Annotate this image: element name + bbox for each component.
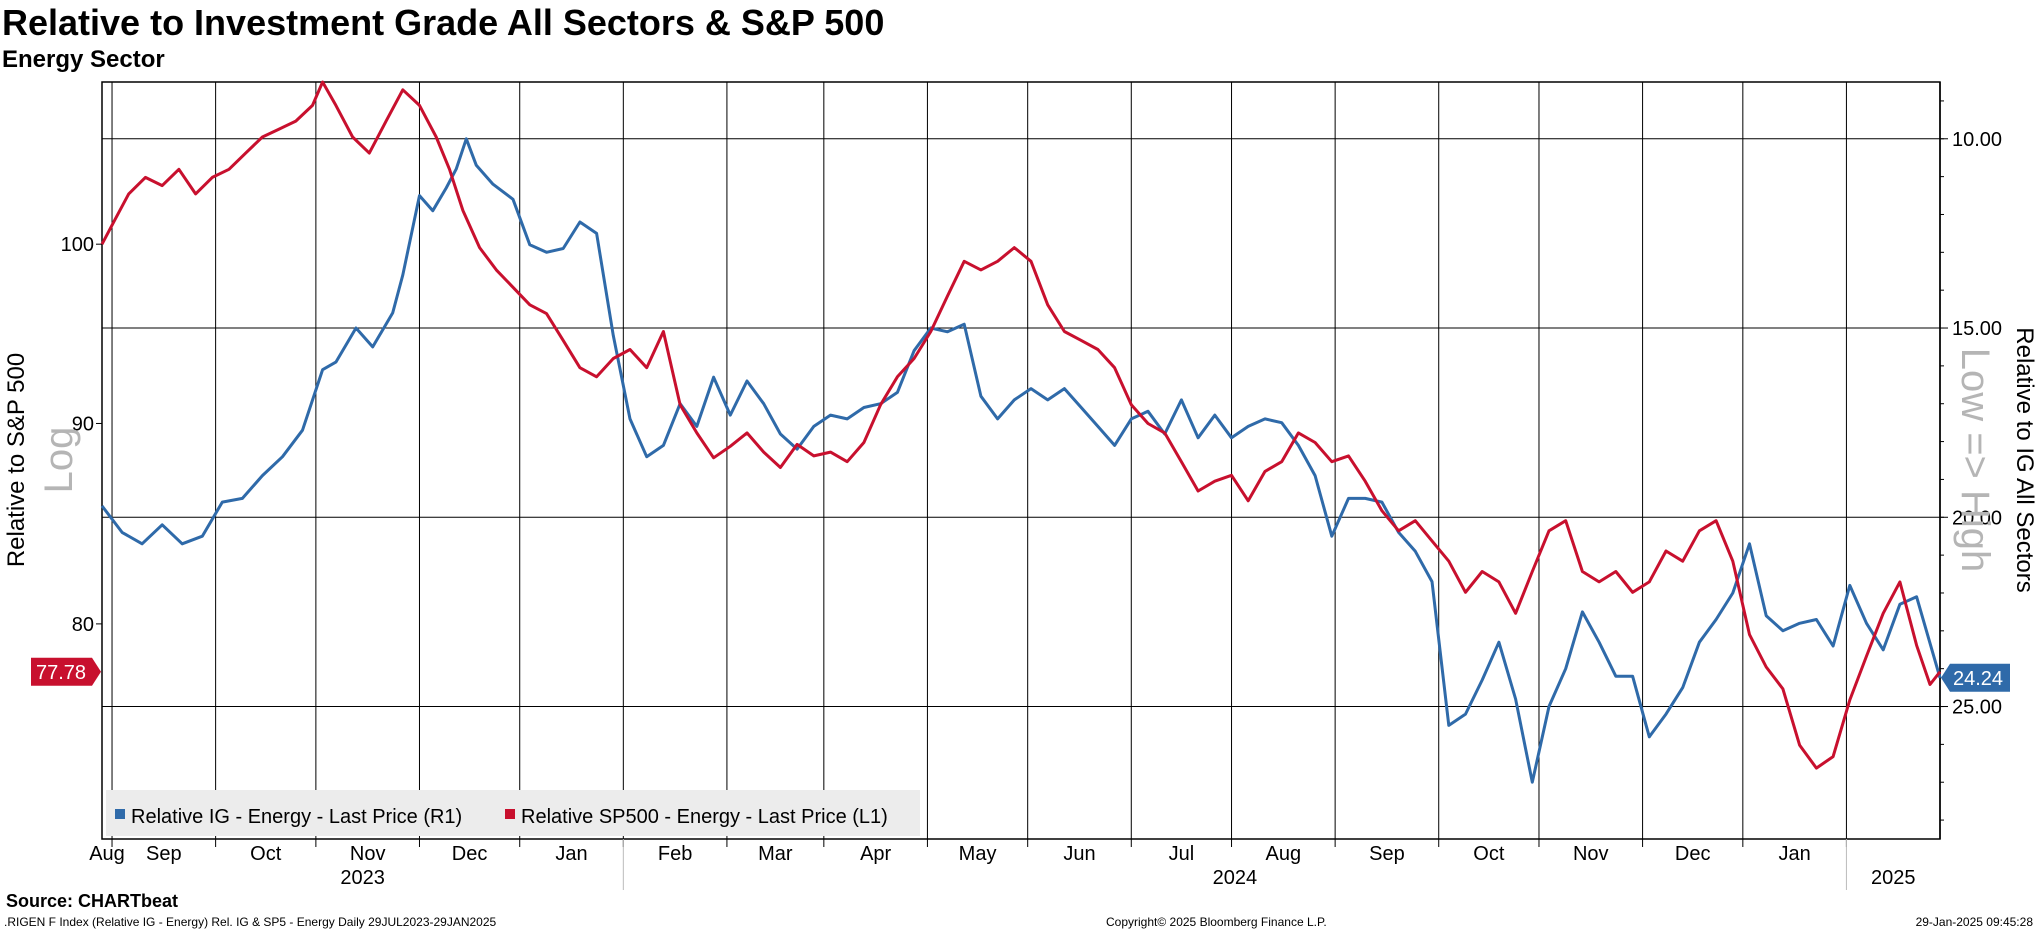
right-axis-scale-note: Low => High <box>1953 348 1997 573</box>
left-tick-label: 80 <box>72 614 94 636</box>
line-chart: 10.00 15.00 20.00 25.00 80 90 100 Aug Sep Oct No… <box>3 80 2038 890</box>
legend: Relative IG - Energy - Last Price (R1) R… <box>106 790 920 836</box>
chart-subtitle: Energy Sector <box>2 46 165 73</box>
month-label: Nov <box>350 843 386 865</box>
x-axis-ticks: Aug Sep Oct Nov Dec Jan Feb Mar Apr May Jun Jul Aug S… <box>89 839 1915 890</box>
month-label: Feb <box>658 843 692 865</box>
right-tick-label: 25.00 <box>1952 697 2002 719</box>
left-tick-label: 90 <box>72 413 94 435</box>
left-last-value-tag: 77.78 <box>31 657 101 686</box>
month-label: May <box>959 843 997 865</box>
month-label: Nov <box>1573 843 1609 865</box>
month-label: Jan <box>555 843 587 865</box>
right-axis-label: Relative to IG All Sectors <box>2011 327 2038 592</box>
month-label: Dec <box>1675 843 1711 865</box>
left-axis-label: Relative to S&P 500 <box>3 353 30 567</box>
sp500-energy-line <box>100 80 1942 770</box>
legend-label-ig: Relative IG - Energy - Last Price (R1) <box>131 806 462 828</box>
right-last-value-label: 24.24 <box>1953 668 2003 690</box>
right-last-value-tag: 24.24 <box>1941 663 2010 692</box>
month-label: Aug <box>89 843 125 865</box>
right-tick-label: 20.00 <box>1952 507 2002 529</box>
month-label: Dec <box>452 843 488 865</box>
month-label: Sep <box>1369 843 1405 865</box>
month-label: Apr <box>860 843 891 865</box>
right-tick-label: 10.00 <box>1952 129 2002 151</box>
month-label: Aug <box>1266 843 1302 865</box>
footer-index-description: .RIGEN F Index (Relative IG - Energy) Re… <box>4 915 497 929</box>
series-lines <box>100 80 1942 784</box>
left-last-value-label: 77.78 <box>36 662 86 684</box>
plot-frame <box>101 81 1941 840</box>
footer-copyright: Copyright© 2025 Bloomberg Finance L.P. <box>1106 915 1327 929</box>
left-axis-ticks: 80 90 100 <box>61 234 102 636</box>
gridlines <box>102 82 1940 839</box>
month-label: Jun <box>1063 843 1095 865</box>
month-label: Jul <box>1169 843 1195 865</box>
month-label: Oct <box>250 843 282 865</box>
legend-label-sp500: Relative SP500 - Energy - Last Price (L1… <box>521 806 888 828</box>
month-label: Mar <box>758 843 793 865</box>
source-note: Source: CHARTbeat <box>6 891 179 911</box>
legend-swatch-sp500 <box>505 809 515 819</box>
month-label: Sep <box>146 843 182 865</box>
month-label: Jan <box>1779 843 1811 865</box>
year-label: 2024 <box>1213 867 1258 889</box>
right-tick-label: 15.00 <box>1952 318 2002 340</box>
year-label: 2023 <box>340 867 385 889</box>
year-label: 2025 <box>1871 867 1916 889</box>
chart-title: Relative to Investment Grade All Sectors… <box>2 2 885 43</box>
right-axis-ticks: 10.00 15.00 20.00 25.00 <box>1940 100 2002 821</box>
left-axis-scale-note: Log <box>37 427 81 494</box>
legend-swatch-ig <box>115 809 125 819</box>
left-tick-label: 100 <box>61 234 94 256</box>
month-label: Oct <box>1473 843 1505 865</box>
ig-energy-line <box>100 137 1942 784</box>
footer-timestamp: 29-Jan-2025 09:45:28 <box>1915 915 2033 929</box>
